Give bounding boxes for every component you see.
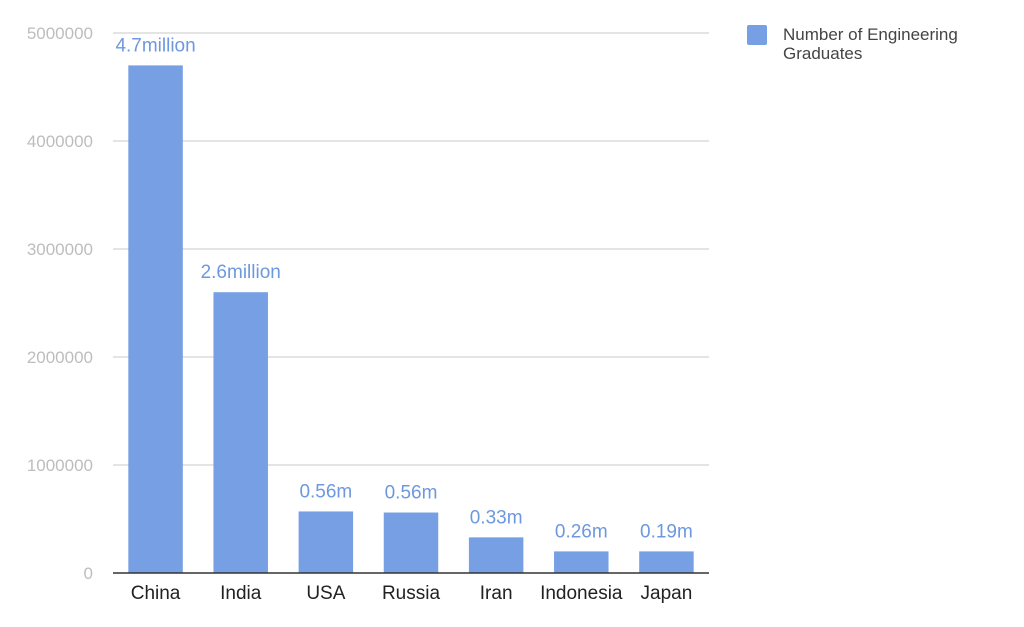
- bar-data-label: 0.26m: [555, 521, 608, 542]
- y-tick-label: 5000000: [27, 24, 93, 43]
- bar-data-label: 0.33m: [470, 507, 523, 528]
- legend: Number of Engineering Graduates: [747, 25, 958, 63]
- x-axis-category-labels: China India USA Russia Iran Indonesia Japan: [131, 583, 693, 604]
- legend-swatch: [747, 25, 767, 45]
- bar: [128, 65, 183, 574]
- y-tick-label: 3000000: [27, 240, 93, 259]
- x-category-label: Japan: [641, 583, 693, 604]
- x-category-label: China: [131, 583, 181, 604]
- bar: [468, 537, 524, 573]
- y-tick-label: 1000000: [27, 456, 93, 475]
- gridlines: [113, 32, 709, 466]
- bar-data-label: 4.7million: [115, 35, 195, 56]
- bar-data-label: 0.56m: [299, 481, 352, 502]
- bar-data-label: 0.56m: [385, 483, 438, 504]
- x-category-label: USA: [306, 583, 345, 604]
- x-category-label: Indonesia: [540, 583, 623, 604]
- bar: [298, 511, 354, 573]
- bar: [213, 292, 268, 573]
- legend-label-line-1: Number of Engineering: [783, 25, 958, 44]
- x-category-label: Iran: [480, 583, 513, 604]
- y-axis-tick-labels: 0 1000000 2000000 3000000 4000000 5000000: [27, 24, 93, 583]
- bar-data-labels: 4.7million 2.6million 0.56m 0.56m 0.33m 0.26m…: [115, 35, 692, 542]
- x-category-label: India: [220, 583, 262, 604]
- y-tick-label: 2000000: [27, 348, 93, 367]
- y-tick-label: 0: [84, 564, 93, 583]
- bars: [128, 65, 694, 574]
- bar-data-label: 2.6million: [201, 262, 281, 283]
- bar-data-label: 0.19m: [640, 521, 693, 542]
- bar: [639, 551, 694, 573]
- x-category-label: Russia: [382, 583, 441, 604]
- bar: [554, 551, 609, 573]
- bar: [383, 512, 439, 573]
- legend-label-line-2: Graduates: [783, 44, 862, 63]
- y-tick-label: 4000000: [27, 132, 93, 151]
